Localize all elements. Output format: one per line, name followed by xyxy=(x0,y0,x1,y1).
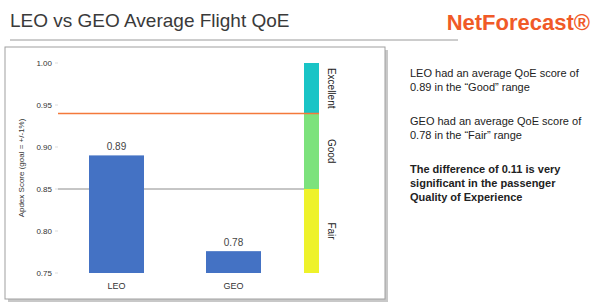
header-rule xyxy=(10,40,458,41)
y-tick-label: 1.00 xyxy=(36,59,52,68)
x-tick-label: GEO xyxy=(223,281,243,291)
note: The difference of 0.11 is very significa… xyxy=(410,162,592,204)
data-label: 0.78 xyxy=(224,237,244,248)
notes: LEO had an average QoE score of 0.89 in … xyxy=(410,66,592,224)
y-tick xyxy=(55,147,58,148)
y-tick xyxy=(55,189,58,190)
x-tick-label: LEO xyxy=(107,281,125,291)
page: {"chart_data": { "type": "bar", "title":… xyxy=(0,0,600,306)
note: GEO had an average QoE score of 0.78 in … xyxy=(410,114,592,142)
range-band xyxy=(304,113,319,189)
y-axis-label: Apdex Score (goal = +/-1%) xyxy=(17,118,26,217)
range-label: Excellent xyxy=(326,68,337,109)
title: LEO vs GEO Average Flight QoE xyxy=(10,10,290,31)
y-tick-label: 0.90 xyxy=(36,143,52,152)
y-tick xyxy=(55,105,58,106)
note: LEO had an average QoE score of 0.89 in … xyxy=(410,66,592,94)
bar xyxy=(206,251,261,273)
y-tick-label: 0.80 xyxy=(36,227,52,236)
range-band xyxy=(304,63,319,113)
reference-line xyxy=(58,113,319,115)
data-label: 0.89 xyxy=(107,141,127,152)
chart-canvas: LEO vs GEO Average Flight QoE NetForecast… xyxy=(0,0,600,306)
y-tick xyxy=(55,231,58,232)
range-band xyxy=(304,189,319,273)
bars xyxy=(89,155,261,273)
y-tick xyxy=(55,273,58,274)
y-tick xyxy=(55,63,58,64)
range-label: Fair xyxy=(326,222,337,240)
bar xyxy=(89,155,144,273)
y-tick-label: 0.75 xyxy=(36,269,52,278)
range-label: Good xyxy=(326,139,337,163)
chart-frame xyxy=(5,47,385,299)
y-tick-label: 0.95 xyxy=(36,101,52,110)
y-tick-label: 0.85 xyxy=(36,185,52,194)
brand: NetForecast® xyxy=(447,10,590,35)
